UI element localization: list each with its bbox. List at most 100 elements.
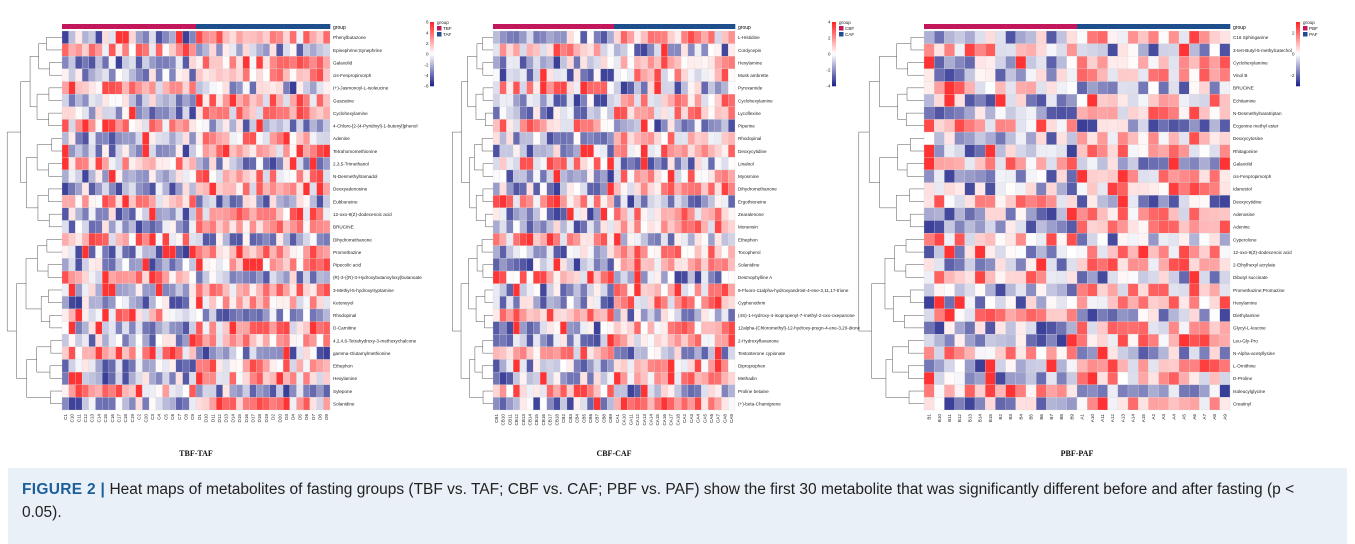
heatmap-cell: [1138, 321, 1149, 335]
heatmap-cell: [607, 270, 615, 284]
group-bar-cell: [276, 24, 284, 29]
heatmap-cell: [148, 220, 156, 234]
color-scale-tick: -4: [826, 84, 831, 90]
heatmap-cell: [88, 30, 96, 44]
heatmap-cell: [1097, 169, 1108, 183]
heatmap-cell: [1219, 81, 1231, 95]
heatmap-cell: [189, 371, 197, 385]
heatmap-cell: [222, 359, 230, 373]
color-scale-band: [1296, 36, 1300, 40]
heatmap-cell: [202, 119, 210, 133]
heatmap-cell: [115, 144, 123, 158]
heatmap-cell: [580, 157, 588, 171]
heatmap-cell: [1046, 144, 1057, 158]
heatmap-cell: [660, 371, 668, 385]
heatmap-cell: [573, 157, 581, 171]
metabolite-label: 4,2,4,6-Tetrahydroxy-3-methoxychalcone: [333, 338, 417, 343]
group-bar-cell: [694, 24, 702, 29]
heatmap-cell: [1056, 182, 1067, 196]
heatmap-cell: [934, 195, 945, 208]
heatmap-cell: [269, 334, 277, 347]
sample-label: CA5: [702, 414, 707, 423]
group-bar-cell: [620, 24, 628, 29]
heatmap-cell: [1199, 220, 1210, 234]
heatmap-cell: [276, 346, 284, 360]
heatmap-cell: [1005, 258, 1016, 272]
heatmap-cell: [1087, 233, 1098, 246]
heatmap-cell: [128, 43, 136, 57]
heatmap-cell: [269, 68, 277, 82]
heatmap-cell: [222, 131, 230, 145]
heatmap-cell: [539, 346, 547, 360]
heatmap-cell: [533, 245, 541, 259]
heatmap-cell: [701, 68, 709, 82]
heatmap-cell: [1107, 233, 1118, 246]
heatmap-cell: [1178, 308, 1190, 322]
heatmap-cell: [162, 169, 170, 183]
dendrogram-branch: [892, 346, 909, 373]
heatmap-cell: [1076, 296, 1088, 310]
heatmap-cell: [1117, 321, 1129, 335]
heatmap-cell: [269, 207, 277, 221]
heatmap-cell: [256, 119, 264, 133]
heatmap-cell: [68, 157, 76, 171]
dendrogram-branch: [909, 188, 924, 202]
heatmap-cell: [607, 346, 615, 360]
metabolite-label: Idanestol: [1233, 187, 1252, 192]
heatmap-cell: [1199, 207, 1210, 221]
heatmap-cell: [95, 81, 103, 95]
heatmap-cell: [553, 384, 561, 398]
heatmap-cell: [1025, 157, 1037, 171]
heatmap-cell: [681, 195, 689, 208]
heatmap-cell: [236, 334, 244, 347]
heatmap-cell: [323, 296, 331, 310]
heatmap-cell: [195, 119, 203, 133]
heatmap-cell: [1138, 182, 1149, 196]
heatmap-cell: [1199, 384, 1210, 398]
heatmap-cell: [229, 131, 237, 145]
heatmap-cell: [1158, 270, 1169, 284]
heatmap-cell: [95, 68, 103, 82]
heatmap-cell: [499, 258, 507, 272]
heatmap-cell: [923, 81, 935, 95]
heatmap-cell: [303, 94, 311, 107]
heatmap-cell: [634, 56, 642, 70]
group-bar-cell: [216, 24, 224, 29]
color-scale-band: [832, 60, 836, 63]
heatmap-cell: [262, 346, 270, 360]
heatmap-cell: [714, 182, 722, 196]
heatmap-cell: [1117, 245, 1129, 259]
heatmap-cell: [1015, 270, 1027, 284]
heatmap-cell: [269, 119, 277, 133]
heatmap-cell: [499, 334, 507, 347]
sample-label: CB1: [494, 414, 499, 423]
heatmap-cell: [634, 182, 642, 196]
heatmap-cell: [964, 346, 976, 360]
heatmap-cell: [1046, 119, 1057, 133]
heatmap-cell: [944, 245, 955, 259]
sample-label: CB5: [581, 414, 586, 423]
heatmap-cell: [242, 157, 250, 171]
color-scale-band: [1296, 81, 1300, 85]
color-scale-band: [832, 41, 836, 44]
heatmap-cell: [721, 106, 729, 120]
heatmap-cell: [95, 157, 103, 171]
heatmap-cell: [276, 220, 284, 234]
heatmap-cell: [519, 195, 527, 208]
heatmap-cell: [934, 346, 945, 360]
heatmap-cell: [1046, 56, 1057, 70]
heatmap-cell: [249, 119, 257, 133]
heatmap-cell: [162, 346, 170, 360]
heatmap-cell: [674, 169, 682, 183]
heatmap-cell: [61, 207, 69, 221]
heatmap-cell: [721, 43, 729, 57]
heatmap-cell: [1117, 68, 1129, 82]
heatmap-cell: [115, 182, 123, 196]
metabolite-label: Promethazine;Promazine: [1233, 288, 1285, 293]
heatmap-cell: [944, 131, 955, 145]
heatmap-cell: [316, 56, 324, 70]
dendrogram-branch: [48, 163, 62, 177]
heatmap-cell: [513, 131, 521, 145]
group-bar-cell: [560, 24, 568, 29]
heatmap-cell: [242, 195, 250, 208]
